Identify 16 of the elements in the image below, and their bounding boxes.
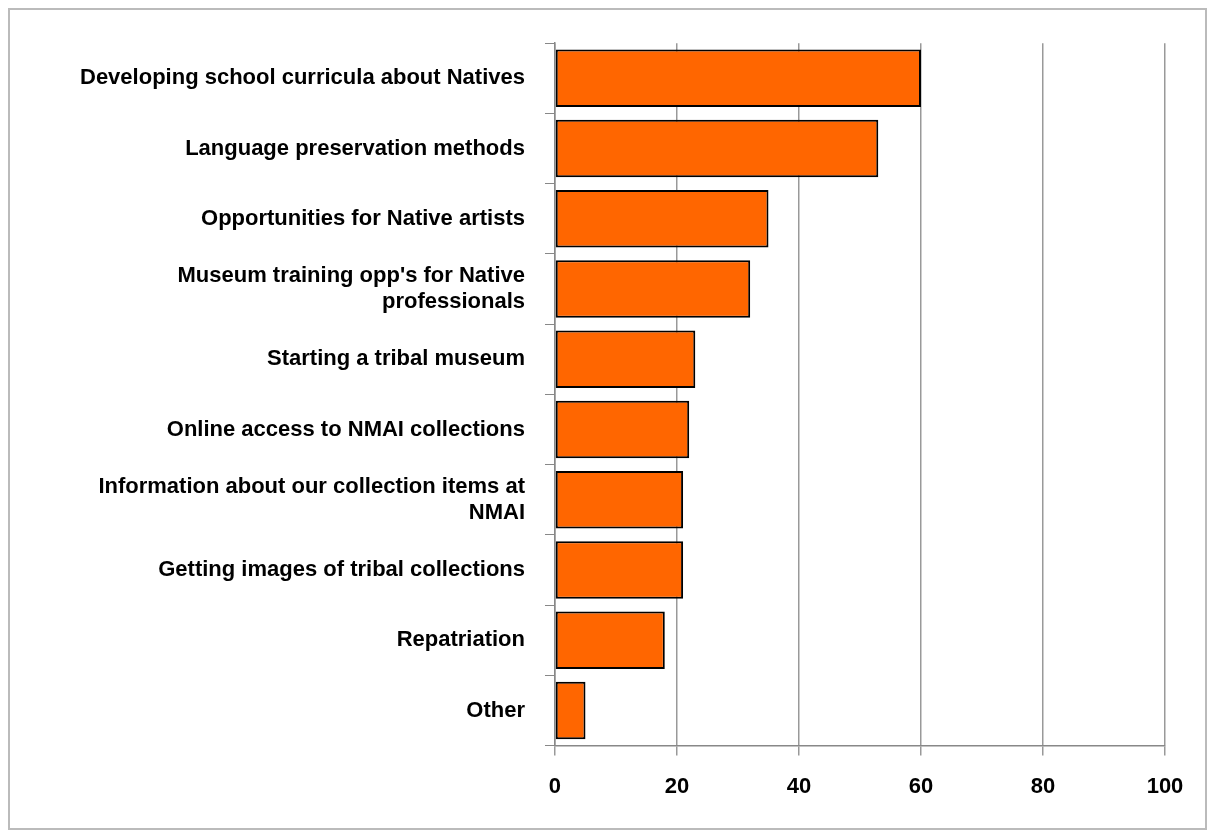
y-tick-label: Language preservation methods	[185, 134, 525, 160]
y-tick-label: Getting images of tribal collections	[158, 556, 525, 582]
y-tick-label: Starting a tribal museum	[267, 345, 525, 371]
x-tick-label: 20	[664, 772, 690, 798]
x-tick-label: 100	[1146, 772, 1184, 798]
y-tick-label: Other	[466, 696, 526, 722]
x-tick-label: 0	[548, 772, 562, 798]
x-tick-label: 40	[786, 772, 812, 798]
y-tick-label: Repatriation	[396, 626, 525, 652]
x-tick-label: 80	[1030, 772, 1056, 798]
y-tick-label: Opportunities for Native artists	[201, 204, 525, 230]
y-tick-label: Developing school curricula about Natives	[80, 64, 525, 90]
y-tick-label: Information about our collection items at NMAI	[98, 472, 526, 525]
y-tick-label: Online access to NMAI collections	[166, 415, 525, 441]
x-tick-label: 60	[908, 772, 934, 798]
y-tick-label: Museum training opp's for Native professionals	[177, 261, 525, 314]
